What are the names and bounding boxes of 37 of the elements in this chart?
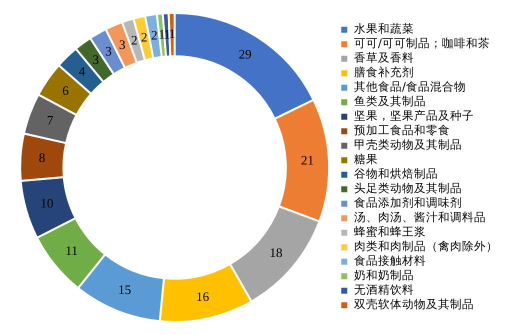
legend-label: 预加工食品和零食 (354, 123, 450, 138)
legend-label: 谷物和烘焙制品 (354, 166, 438, 181)
data-label: 2 (140, 30, 148, 45)
data-label: 3 (105, 44, 112, 59)
legend-label: 水果和蔬菜 (354, 22, 414, 36)
legend-label: 香草及香料 (354, 50, 414, 65)
data-label: 3 (92, 52, 99, 68)
legend-label: 糖果 (354, 152, 378, 166)
data-label: 10 (40, 196, 54, 211)
legend-label: 双壳软体动物及其制品 (354, 297, 474, 312)
legend-label: 头足类动物及其制品 (354, 181, 462, 196)
data-label: 11 (65, 242, 78, 258)
legend-label: 奶和奶制品 (354, 268, 414, 282)
data-label: 8 (38, 150, 46, 165)
legend-label: 无酒精饮料 (354, 282, 414, 297)
legend-label: 坚果，坚果产品及种子 (354, 108, 474, 123)
data-label: 18 (269, 244, 282, 260)
data-label: 21 (300, 152, 314, 168)
legend-label: 食品添加剂和调味剂 (354, 196, 462, 210)
data-label: 15 (118, 282, 132, 298)
legend-label: 可可/可可制品；咖啡和茶 (354, 36, 490, 50)
data-label: 29 (238, 46, 252, 62)
data-label: 16 (196, 288, 210, 304)
legend-label: 其他食品/食品混合物 (354, 80, 466, 94)
legend-label: 汤、肉汤、酱汁和调料品 (354, 210, 486, 224)
data-label: 3 (119, 36, 126, 52)
legend-label: 膳食补充剂 (354, 65, 414, 80)
legend-label: 鱼类及其制品 (354, 94, 426, 108)
data-label: 4 (78, 64, 86, 79)
data-label: 7 (46, 112, 54, 128)
legend-label: 蜂蜜和蜂王浆 (354, 224, 426, 239)
legend-label: 食品接触材料 (354, 254, 426, 268)
data-label: 6 (62, 83, 70, 98)
data-label: 2 (150, 28, 158, 43)
data-label: 2 (131, 32, 138, 48)
legend-label: 甲壳类动物及其制品 (354, 138, 462, 152)
legend-label: 肉类和肉制品（禽肉除外） (354, 239, 498, 254)
